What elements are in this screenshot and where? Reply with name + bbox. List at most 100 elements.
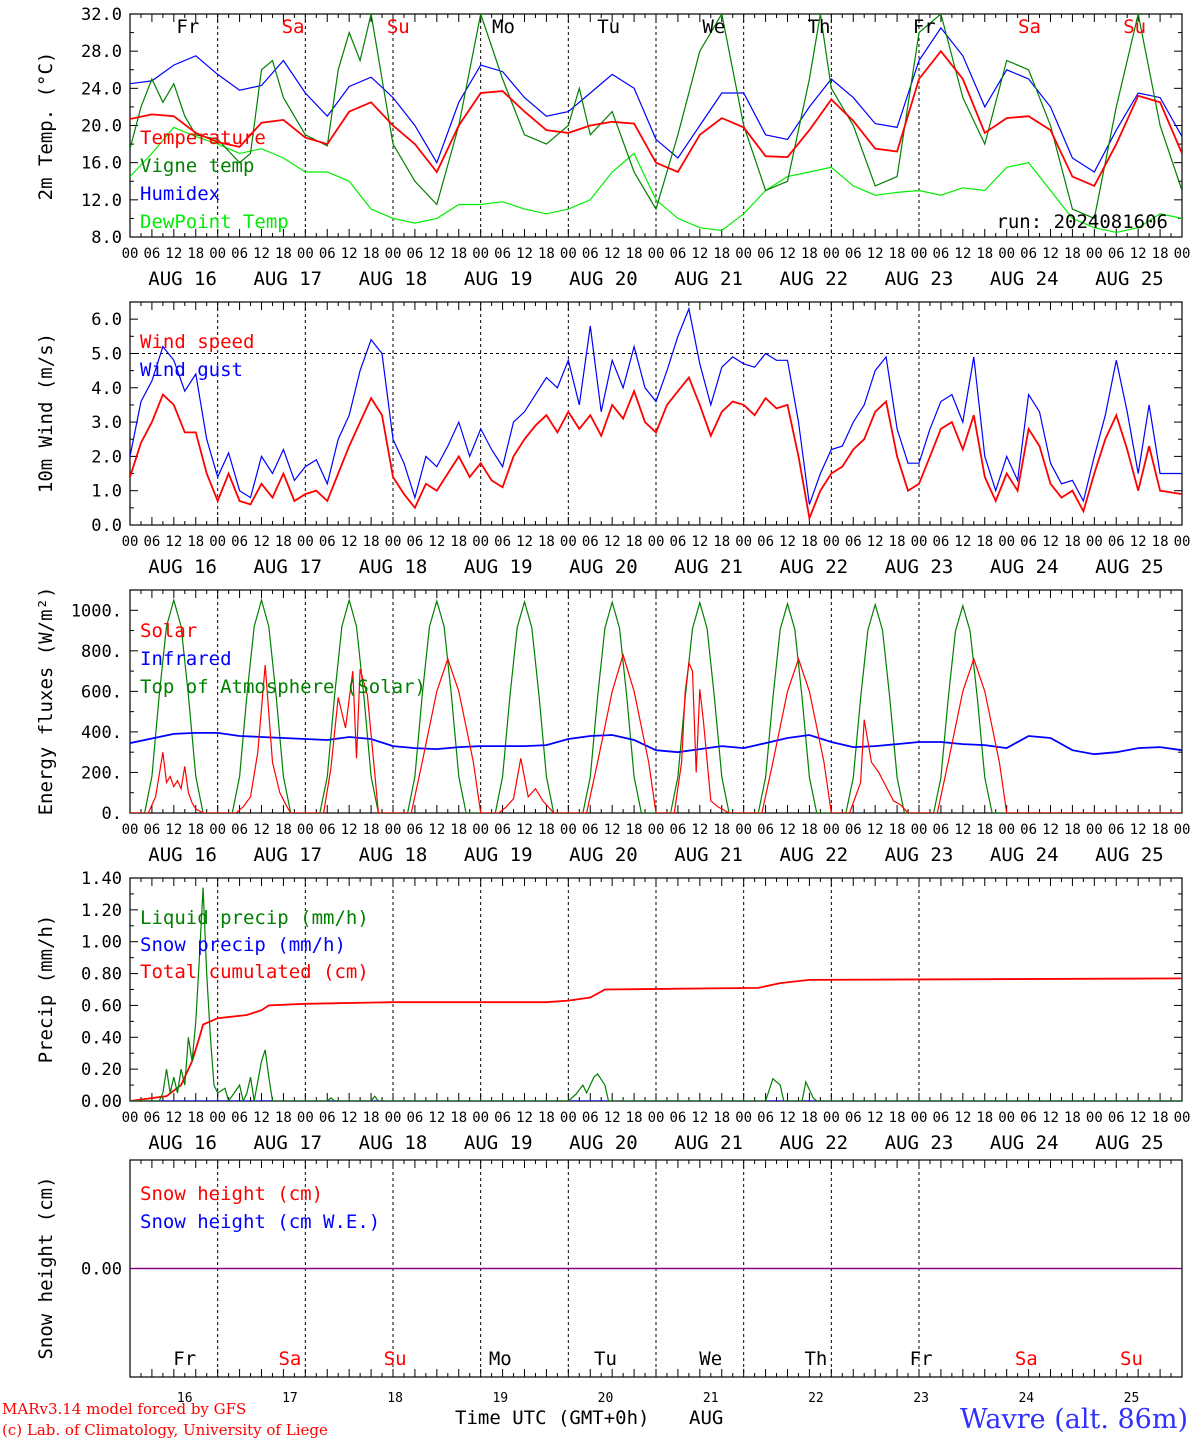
y-tick-label: 5.0 — [91, 344, 122, 364]
plot-frame — [129, 589, 1183, 814]
panel-1: 8.0 12.0 16.0 20.0 24.0 28.0 32.0 2m Temp. (°C)… — [35, 5, 1190, 290]
series-group — [130, 306, 1182, 522]
x-hour-label: 06 — [231, 822, 248, 838]
x-hour-label: 06 — [319, 534, 336, 550]
weekday-label: Mo — [489, 1348, 512, 1370]
weekday-label: Fr — [910, 1348, 933, 1370]
x-hour-label: 12 — [341, 822, 358, 838]
x-date-label: AUG 25 — [1095, 268, 1164, 290]
x-hour-label: 00 — [560, 534, 577, 550]
y-tick-label: 0.60 — [81, 996, 122, 1016]
x-hour-label: 06 — [406, 822, 423, 838]
x-hour-label: 18 — [538, 1110, 555, 1126]
legend-entry: Snow height (cm W.E.) — [140, 1211, 380, 1233]
x-hour-label: 12 — [604, 246, 621, 262]
x-date-label: AUG 17 — [253, 556, 322, 578]
x-hour-label: 06 — [582, 822, 599, 838]
y-tick-label: 1.20 — [81, 901, 122, 921]
x-hour-label: 06 — [143, 534, 160, 550]
y-tick-labels: 8.0 12.0 16.0 20.0 24.0 28.0 32.0 — [81, 5, 122, 248]
x-hour-label: 00 — [472, 534, 489, 550]
x-hour-label: 06 — [845, 534, 862, 550]
legend-entry: Top of Atmosphere (Solar) — [140, 676, 426, 698]
series-line-liquid-precip-mm-h- — [130, 887, 1182, 1101]
series-line-infrared — [130, 732, 1182, 756]
series-line-vigne-temp — [130, 14, 1182, 220]
y-tick-label: 3.0 — [91, 413, 122, 433]
x-hour-label: 12 — [253, 246, 270, 262]
x-hour-label: 18 — [275, 1110, 292, 1126]
x-hour-label: 06 — [582, 246, 599, 262]
panel-2: 0.0 1.0 2.0 3.0 4.0 5.0 6.0 10m Wind (m/s) Wind … — [35, 301, 1191, 578]
x-hour-label: 18 — [1064, 822, 1081, 838]
x-hour-label: 12 — [954, 1110, 971, 1126]
x-hour-label: 18 — [626, 1110, 643, 1126]
x-hour-label: 06 — [669, 534, 686, 550]
series-line-wind-gust — [130, 306, 1182, 505]
weekday-label: Tu — [597, 16, 620, 38]
y-axis-label: 2m Temp. (°C) — [35, 52, 57, 201]
weekday-label: We — [702, 16, 725, 38]
x-hour-label: 18 — [450, 822, 467, 838]
x-date-label: AUG 20 — [569, 268, 638, 290]
x-date-labels: AUG 16 AUG 17 AUG 18 AUG 19 AUG 20 AUG 21 AUG … — [148, 268, 1163, 290]
x-hour-label: 12 — [691, 1110, 708, 1126]
x-hour-label: 12 — [341, 246, 358, 262]
weekday-label: Th — [808, 16, 831, 38]
x-hour-label: 18 — [450, 534, 467, 550]
x-date-label: AUG 16 — [148, 556, 217, 578]
x-hour-label: 12 — [253, 1110, 270, 1126]
x-hour-label: 12 — [1130, 534, 1147, 550]
x-date-label: AUG 24 — [990, 556, 1059, 578]
y-tick-label: 24.0 — [81, 79, 122, 99]
x-hour-label: 12 — [516, 246, 533, 262]
x-hour-label: 18 — [626, 246, 643, 262]
x-hour-label: 06 — [1020, 246, 1037, 262]
x-hour-label: 12 — [516, 1110, 533, 1126]
x-hour-label: 18 — [538, 822, 555, 838]
day-number-labels: 16 17 18 19 20 21 22 23 24 25 — [177, 1391, 1139, 1406]
x-hour-label: 18 — [976, 822, 993, 838]
x-hour-label: 00 — [385, 534, 402, 550]
x-hour-label: 12 — [954, 822, 971, 838]
x-hour-label: 12 — [604, 1110, 621, 1126]
x-date-label: AUG 20 — [569, 556, 638, 578]
x-hour-label: 18 — [626, 534, 643, 550]
x-hour-label: 00 — [911, 534, 928, 550]
x-date-label: AUG 22 — [779, 844, 848, 866]
x-hour-label: 06 — [231, 1110, 248, 1126]
weekday-label: Su — [1123, 16, 1146, 38]
x-hour-labels: 00 06 12 18 00 06 12 18 00 06 12 18 00 06 12 18 00 06 12 18… — [122, 246, 1191, 262]
legend-entry: Infrared — [140, 648, 232, 670]
x-hour-label: 00 — [1086, 246, 1103, 262]
x-hour-label: 12 — [165, 1110, 182, 1126]
x-date-label: AUG 22 — [779, 556, 848, 578]
x-hour-label: 18 — [1152, 1110, 1169, 1126]
x-hour-label: 06 — [1020, 822, 1037, 838]
weekday-label: Su — [387, 16, 410, 38]
y-tick-label: 12.0 — [81, 191, 122, 211]
x-hour-label: 18 — [275, 246, 292, 262]
x-date-label: AUG 16 — [148, 844, 217, 866]
x-hour-label: 06 — [932, 246, 949, 262]
x-hour-label: 00 — [823, 534, 840, 550]
x-hour-label: 18 — [976, 534, 993, 550]
x-hour-label: 06 — [669, 1110, 686, 1126]
x-hour-label: 18 — [1152, 822, 1169, 838]
x-date-label: AUG 17 — [253, 268, 322, 290]
weekday-label: Su — [384, 1348, 407, 1370]
x-hour-label: 06 — [582, 1110, 599, 1126]
y-tick-labels: 0.0 1.0 2.0 3.0 4.0 5.0 6.0 — [91, 310, 122, 536]
x-hour-label: 06 — [1108, 246, 1125, 262]
x-hour-label: 00 — [735, 246, 752, 262]
x-date-label: AUG 21 — [674, 556, 743, 578]
x-hour-labels: 00 06 12 18 00 06 12 18 00 06 12 18 00 06 12 18 00 06 12 18… — [122, 534, 1191, 550]
x-hour-label: 00 — [998, 1110, 1015, 1126]
x-hour-label: 00 — [823, 822, 840, 838]
x-hour-label: 12 — [779, 822, 796, 838]
x-hour-label: 00 — [648, 246, 665, 262]
legend: Solar Infrared Top of Atmosphere (Solar) — [140, 620, 426, 698]
x-hour-label: 12 — [1130, 1110, 1147, 1126]
legend-entry: Wind speed — [140, 331, 254, 353]
x-hour-label: 18 — [363, 246, 380, 262]
